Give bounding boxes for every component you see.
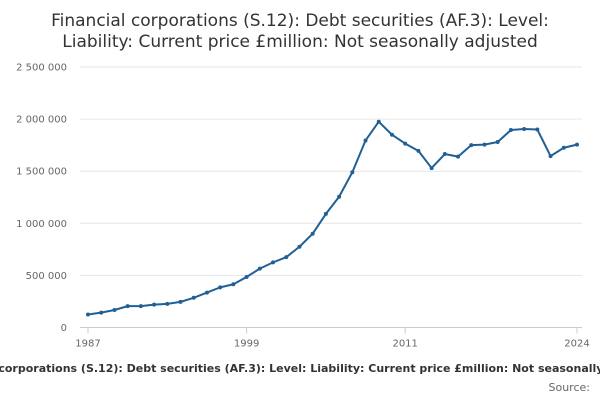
y-tick-label: 1 500 000 <box>16 167 67 178</box>
data-point-2021[interactable] <box>535 127 540 132</box>
gridlines <box>80 66 582 276</box>
data-point-2019[interactable] <box>508 128 513 133</box>
x-tick-label: 1999 <box>234 339 259 350</box>
data-point-2001[interactable] <box>271 260 276 265</box>
series-caption: Financial corporations (S.12): Debt secu… <box>0 362 600 375</box>
x-axis-ticks: 1987 1999 2011 2024 <box>75 327 590 350</box>
data-point-1987[interactable] <box>86 312 90 317</box>
data-point-2020[interactable] <box>522 126 527 131</box>
data-point-1994[interactable] <box>178 299 183 304</box>
data-point-2016[interactable] <box>469 143 474 148</box>
data-point-2003[interactable] <box>297 244 302 249</box>
data-point-2024[interactable] <box>575 142 579 147</box>
y-tick-label: 500 000 <box>26 271 67 282</box>
series-line <box>87 120 578 316</box>
data-point-2000[interactable] <box>257 266 262 271</box>
chart-title: Financial corporations (S.12): Debt secu… <box>51 11 549 52</box>
data-point-2014[interactable] <box>442 152 447 157</box>
data-point-2022[interactable] <box>548 154 553 159</box>
data-point-2015[interactable] <box>456 154 461 159</box>
data-point-1991[interactable] <box>138 304 143 309</box>
data-point-2011[interactable] <box>403 141 408 146</box>
data-point-2012[interactable] <box>416 148 421 153</box>
data-point-1999[interactable] <box>244 274 249 279</box>
x-tick-label: 1987 <box>75 339 100 350</box>
data-point-2013[interactable] <box>429 166 434 171</box>
data-point-2008[interactable] <box>363 138 368 143</box>
data-point-2002[interactable] <box>284 255 289 260</box>
y-tick-label: 2 000 000 <box>16 115 67 126</box>
data-point-1992[interactable] <box>152 302 157 307</box>
data-point-1998[interactable] <box>231 282 236 287</box>
data-point-2023[interactable] <box>561 145 566 150</box>
data-point-1997[interactable] <box>218 285 223 290</box>
chart-title-line-1: Financial corporations (S.12): Debt secu… <box>51 11 549 31</box>
series-points <box>86 119 579 317</box>
y-tick-label: 2 500 000 <box>16 63 67 74</box>
data-point-2017[interactable] <box>482 142 487 147</box>
data-point-1989[interactable] <box>112 307 117 312</box>
data-point-2005[interactable] <box>323 211 328 216</box>
data-point-2004[interactable] <box>310 231 315 236</box>
y-tick-label: 0 <box>61 323 67 334</box>
data-point-1993[interactable] <box>165 301 170 306</box>
x-tick-label: 2011 <box>392 339 417 350</box>
data-point-2010[interactable] <box>389 132 394 137</box>
chart-title-line-2: Liability: Current price £million: Not s… <box>62 32 538 52</box>
data-point-2018[interactable] <box>495 140 500 145</box>
y-axis-tick-labels: 0 500 000 1 000 000 1 500 000 2 000 000 2 500… <box>16 63 67 335</box>
data-point-2007[interactable] <box>350 170 355 175</box>
x-tick-label: 2024 <box>564 339 589 350</box>
data-point-2009[interactable] <box>376 119 381 124</box>
data-point-1990[interactable] <box>125 304 130 309</box>
y-tick-label: 1 000 000 <box>16 219 67 230</box>
data-point-1988[interactable] <box>99 310 104 315</box>
source-label: Source: <box>549 381 591 394</box>
data-point-1996[interactable] <box>204 290 209 295</box>
data-point-2006[interactable] <box>337 194 342 199</box>
data-point-1995[interactable] <box>191 295 196 300</box>
